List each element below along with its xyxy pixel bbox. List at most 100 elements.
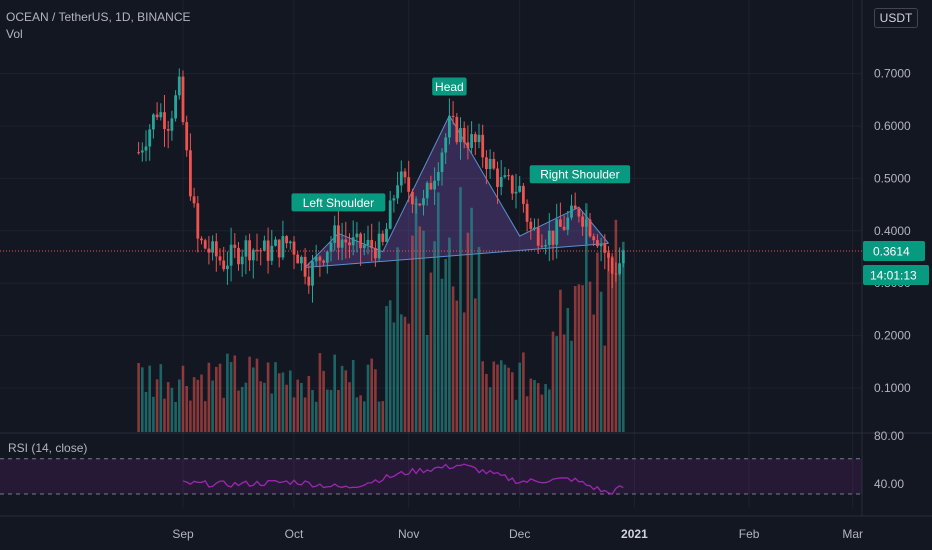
candle-body	[547, 230, 551, 246]
candle-body	[462, 127, 466, 143]
candle-body	[411, 191, 414, 205]
volume-bar	[159, 364, 163, 432]
candle-body	[503, 175, 507, 177]
volume-bar	[437, 192, 440, 432]
last-price-badge	[863, 241, 925, 262]
candle-body	[181, 76, 185, 123]
volume-bar	[377, 401, 381, 432]
volume-bar	[144, 391, 148, 432]
volume-bar	[400, 314, 403, 432]
candle-body	[525, 203, 529, 222]
candle-body	[540, 245, 544, 247]
volume-bar	[514, 399, 518, 432]
candle-body	[496, 168, 499, 187]
volume-bar	[366, 364, 370, 432]
volume-bar	[603, 345, 607, 432]
pattern-label-1: Head	[432, 77, 467, 96]
volume-bar	[192, 377, 196, 432]
candle-body	[399, 171, 403, 186]
volume-bar	[385, 306, 388, 432]
candle-body	[311, 261, 314, 286]
candle-body	[562, 226, 566, 230]
volume-bar	[340, 365, 344, 432]
candle-body	[492, 158, 496, 169]
volume-bar	[507, 367, 510, 432]
price-tick-label: 0.5000	[874, 171, 911, 185]
volume-bar	[337, 389, 340, 432]
volume-bar	[414, 198, 418, 432]
volume-bar	[178, 379, 181, 432]
volume-bar	[152, 396, 155, 432]
candle-body	[573, 205, 577, 209]
candle-body	[218, 256, 222, 261]
volume-bar	[462, 312, 466, 432]
candle-body	[414, 203, 418, 205]
volume-bar	[266, 362, 270, 432]
volume-bar	[592, 314, 595, 432]
candle-body	[170, 118, 174, 131]
volume-bar	[166, 382, 170, 432]
candle-body	[451, 115, 455, 117]
candle-body	[529, 221, 533, 229]
volume-bar	[148, 365, 151, 432]
candle-body	[214, 241, 218, 257]
time-tick-label: Mar	[842, 527, 863, 541]
volume-bar	[392, 322, 396, 432]
volume-bar	[396, 247, 399, 432]
volume-bar	[222, 397, 225, 432]
volume-bar	[614, 219, 618, 432]
candle-body	[255, 249, 259, 251]
rsi-line	[182, 463, 624, 495]
volume-bar	[307, 376, 311, 432]
candle-body	[429, 182, 433, 190]
candle-body	[318, 256, 322, 261]
pattern-neckline	[305, 242, 609, 268]
volume-bar	[540, 394, 544, 432]
volume-bar	[211, 380, 214, 432]
candle-body	[603, 243, 607, 253]
volume-bar	[477, 246, 481, 432]
candle-body	[144, 146, 148, 151]
candle-body	[581, 216, 584, 227]
price-tick-label: 0.6000	[874, 119, 911, 133]
volume-bar	[474, 298, 477, 432]
volume-bar	[466, 232, 470, 432]
pattern-label-bg	[529, 165, 631, 184]
candle-body	[522, 185, 525, 204]
volume-bar	[525, 396, 529, 432]
candle-body	[388, 200, 392, 229]
candle-body	[333, 225, 337, 243]
candle-body	[473, 134, 477, 143]
volume-bar	[536, 383, 540, 432]
volume-bar	[496, 364, 499, 432]
volume-bar	[488, 387, 492, 432]
volume-bar	[170, 387, 174, 432]
volume-bar	[196, 379, 200, 432]
candle-body	[296, 254, 300, 264]
price-tick-label: 0.7000	[874, 67, 911, 81]
currency-button[interactable]: USDT	[874, 8, 918, 28]
volume-bar	[141, 367, 144, 432]
candle-body	[211, 241, 214, 253]
volume-bar	[229, 362, 233, 432]
candle-body	[207, 248, 211, 253]
candle-body	[507, 175, 510, 177]
candle-body	[307, 276, 311, 286]
volume-bar	[370, 358, 373, 432]
volume-bar	[518, 362, 521, 432]
candle-body	[259, 250, 263, 252]
candle-body	[466, 142, 470, 149]
candle-body	[559, 219, 562, 227]
volume-bar	[533, 379, 536, 432]
symbol-title: OCEAN / TetherUS, 1D, BINANCE	[6, 10, 191, 24]
candle-body	[240, 256, 244, 265]
volume-bar	[244, 382, 248, 432]
candle-body	[407, 177, 411, 192]
volume-bar	[425, 335, 429, 432]
volume-bar	[240, 386, 244, 432]
volume-bar	[529, 378, 533, 432]
candle-body	[237, 247, 240, 265]
volume-bar	[285, 384, 288, 432]
